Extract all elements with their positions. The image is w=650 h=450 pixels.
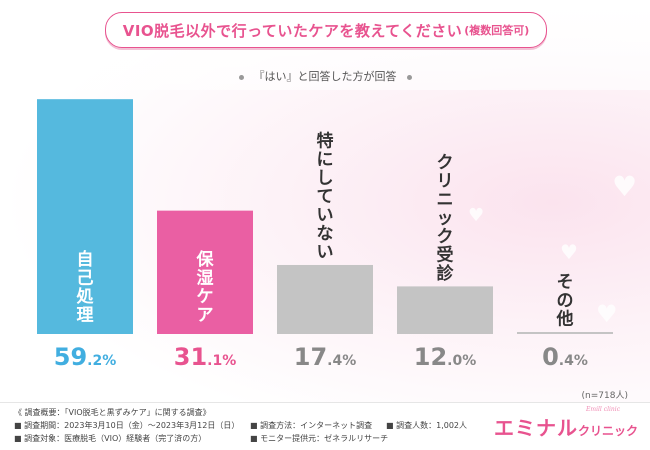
- survey-period-text: 調査期間：2023年3月10日（金）〜2023年3月12日（日）: [24, 421, 240, 430]
- survey-target: ■ 調査対象：医療脱毛（VIO）経験者（完了済の方）: [14, 434, 207, 443]
- clinic-logo: Emill clinic エミナルクリニック: [494, 406, 639, 441]
- survey-method-text: 調査方法：インターネット調査: [260, 421, 373, 430]
- bar-5: [517, 332, 613, 334]
- category-label-3: 特にしていない: [317, 130, 334, 262]
- heart-decoration-icon: ♥: [560, 240, 578, 264]
- bar-2: [157, 210, 253, 334]
- value-label-5: 0.4%: [542, 343, 588, 371]
- logo-sub: クリニック: [578, 424, 639, 438]
- logo-main: エミナル: [494, 416, 578, 440]
- bullet-icon: [406, 74, 412, 80]
- heart-decoration-icon: ♥: [612, 170, 638, 203]
- title-main: VIO脱毛以外で行っていたケアを教えてください: [122, 21, 463, 40]
- bar-1: [37, 99, 133, 334]
- title-note: (複数回答可): [464, 24, 530, 37]
- category-label-5: その他: [556, 273, 574, 330]
- bar-4: [397, 286, 493, 334]
- heart-decoration-icon: ♥: [468, 205, 485, 226]
- value-label-1: 59.2%: [54, 343, 117, 371]
- survey-footer: 《 調査概要：「VIO脱毛と黒ずみケア」に関する調査》 ■ 調査期間：2023年…: [0, 402, 650, 450]
- survey-count: ■ 調査人数：1,002人: [386, 421, 468, 430]
- category-label-1: 自己処理: [76, 249, 94, 326]
- subtitle-text: 『はい』と回答した方が回答: [253, 70, 397, 83]
- survey-method: ■ 調査方法：インターネット調査: [250, 421, 373, 430]
- chart-title: VIO脱毛以外で行っていたケアを教えてください (複数回答可): [105, 12, 547, 48]
- heart-decoration-icon: ♥: [596, 300, 618, 328]
- bar-chart: 自己処理 59.2% 保湿ケア 31.1% 特にしていない 17.4% クリニック受診 12.…: [37, 99, 613, 371]
- logo-tag: Emill clinic: [586, 406, 621, 413]
- value-label-3: 17.4%: [294, 343, 357, 371]
- survey-period: ■ 調査期間：2023年3月10日（金）〜2023年3月12日（日）: [14, 421, 240, 430]
- chart-subtitle: 『はい』と回答した方が回答: [0, 68, 650, 84]
- value-label-4: 12.0%: [414, 343, 477, 371]
- survey-target-text: 調査対象：医療脱毛（VIO）経験者（完了済の方）: [24, 434, 207, 443]
- bullet-icon: [238, 74, 244, 80]
- survey-count-text: 調査人数：1,002人: [396, 421, 468, 430]
- category-label-4: クリニック受診: [437, 153, 455, 284]
- bar-3: [277, 264, 373, 334]
- sample-size-note: (n=718人): [581, 391, 628, 401]
- survey-provider-text: モニター提供元：ゼネラルリサーチ: [260, 434, 389, 443]
- survey-overview: 《 調査概要：「VIO脱毛と黒ずみケア」に関する調査》: [14, 408, 211, 417]
- survey-provider: ■ モニター提供元：ゼネラルリサーチ: [250, 434, 389, 443]
- value-label-2: 31.1%: [174, 343, 237, 371]
- category-label-2: 保湿ケア: [196, 249, 215, 326]
